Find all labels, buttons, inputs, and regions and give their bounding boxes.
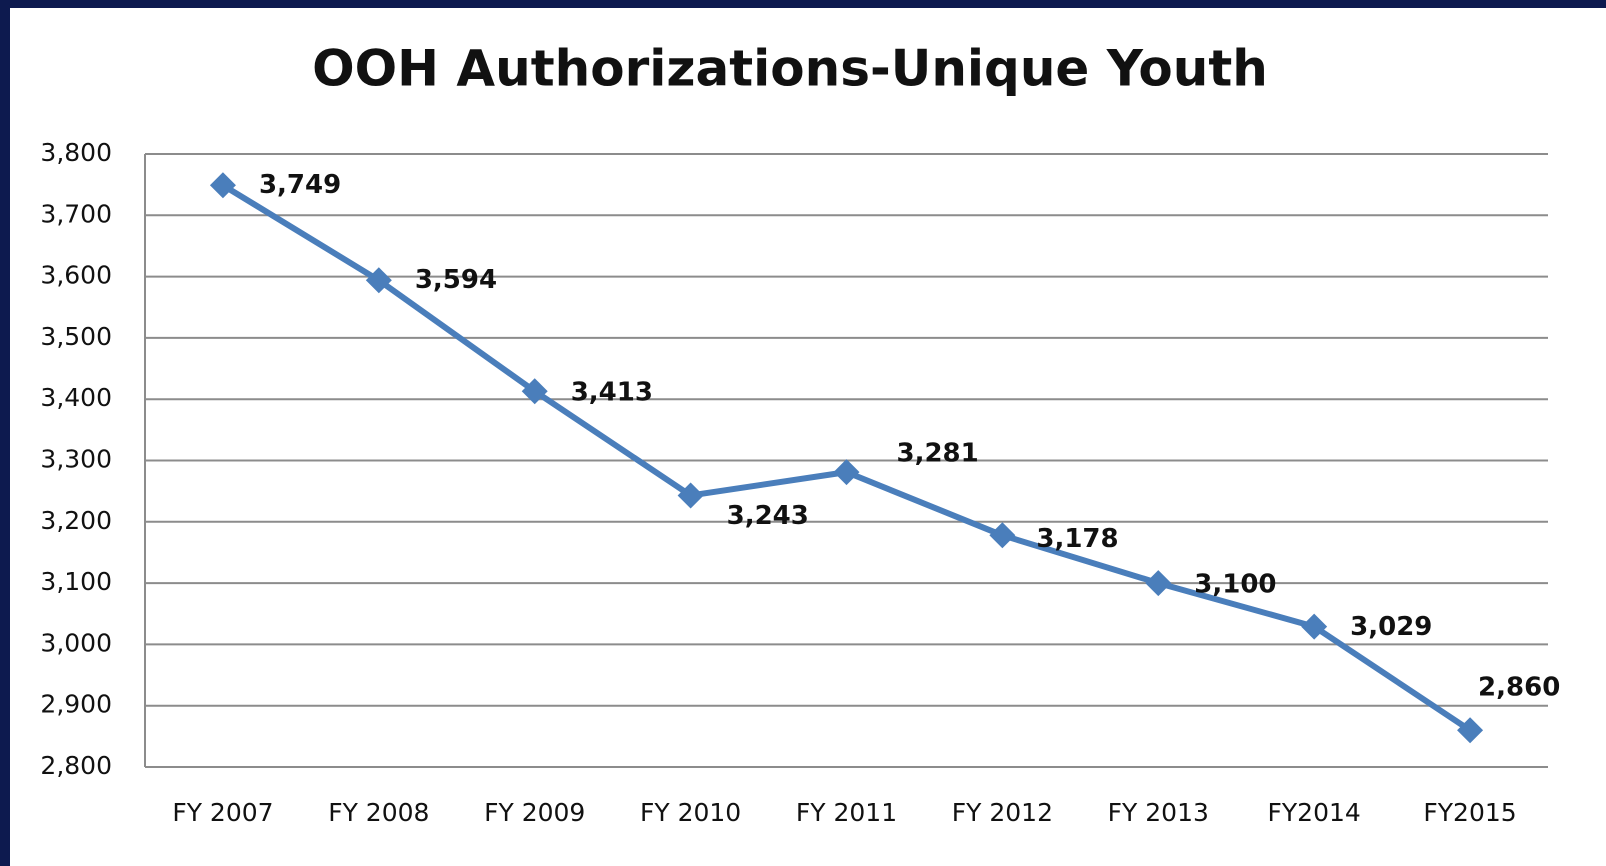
chart-title: OOH Authorizations-Unique Youth	[312, 40, 1268, 98]
x-tick-label: FY2014	[1268, 798, 1361, 827]
y-tick-label: 3,200	[40, 506, 112, 535]
marker	[1457, 717, 1484, 744]
y-tick-label: 3,400	[40, 383, 112, 412]
x-tick-label: FY 2008	[328, 798, 429, 827]
data-label: 3,029	[1350, 612, 1432, 642]
marker	[989, 522, 1016, 549]
data-label: 3,749	[259, 170, 341, 200]
y-tick-label: 2,900	[40, 690, 112, 719]
y-tick-label: 3,500	[40, 322, 112, 351]
chart-background	[10, 8, 1606, 866]
x-tick-label: FY 2007	[172, 798, 273, 827]
data-label: 3,178	[1036, 524, 1118, 554]
y-tick-label: 3,700	[40, 199, 112, 228]
x-tick-label: FY 2011	[796, 798, 897, 827]
y-tick-label: 3,600	[40, 261, 112, 290]
y-tick-label: 2,800	[40, 751, 112, 780]
marker	[365, 267, 392, 294]
marker	[1301, 613, 1328, 640]
data-label: 3,100	[1194, 570, 1276, 600]
data-label: 2,860	[1478, 673, 1560, 703]
x-tick-label: FY 2013	[1108, 798, 1209, 827]
data-label: 3,413	[571, 378, 653, 408]
y-tick-label: 3,800	[40, 138, 112, 167]
y-tick-label: 3,000	[40, 628, 112, 657]
marker	[209, 172, 236, 199]
data-label: 3,281	[897, 439, 979, 469]
x-tick-label: FY 2012	[952, 798, 1053, 827]
y-tick-label: 3,100	[40, 567, 112, 596]
x-tick-label: FY 2009	[484, 798, 585, 827]
marker	[833, 459, 860, 486]
data-label: 3,243	[727, 501, 809, 531]
y-tick-label: 3,300	[40, 445, 112, 474]
data-label: 3,594	[415, 265, 497, 295]
x-tick-label: FY 2010	[640, 798, 741, 827]
marker	[677, 482, 704, 509]
marker	[1145, 570, 1172, 597]
marker	[521, 378, 548, 405]
x-tick-label: FY2015	[1423, 798, 1516, 827]
